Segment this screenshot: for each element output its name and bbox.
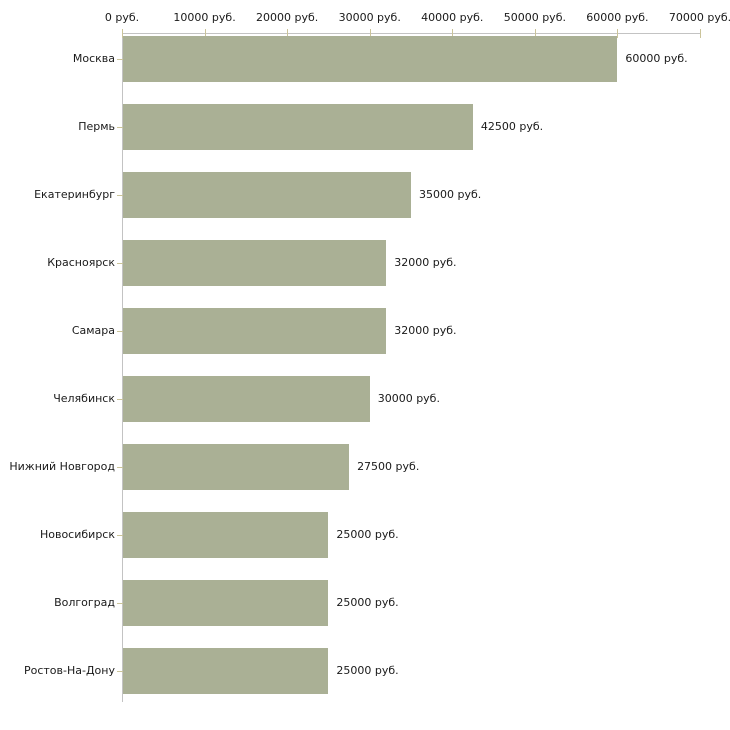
bar <box>123 36 618 82</box>
category-label: Нижний Новгород <box>9 460 115 473</box>
bar-value-label: 35000 руб. <box>419 188 482 201</box>
y-axis-tick <box>117 263 123 264</box>
category-label: Пермь <box>78 120 115 133</box>
bar-value-label: 30000 руб. <box>377 392 440 405</box>
bar-value-label: 42500 руб. <box>480 120 544 133</box>
x-axis-tick-label: 60000 руб. <box>586 11 649 24</box>
y-axis-line <box>122 33 123 702</box>
bar <box>123 648 329 694</box>
x-axis-tick-label: 0 руб. <box>104 11 140 24</box>
y-axis-tick <box>117 603 123 604</box>
x-axis-tick <box>617 29 619 38</box>
bar <box>123 512 329 558</box>
bar <box>123 580 329 626</box>
y-axis-tick <box>117 399 123 400</box>
category-label: Челябинск <box>53 392 115 405</box>
y-axis-tick <box>117 535 123 536</box>
x-axis-tick-label: 50000 руб. <box>503 11 566 24</box>
x-axis-tick <box>122 29 123 38</box>
category-label: Ростов-На-Дону <box>23 664 115 677</box>
category-label: Волгоград <box>54 596 115 609</box>
category-label: Москва <box>72 52 115 65</box>
x-axis-tick-label: 20000 руб. <box>256 11 319 24</box>
x-axis-tick-label: 30000 руб. <box>338 11 401 24</box>
bar <box>123 444 350 490</box>
y-axis-tick <box>117 467 123 468</box>
x-axis-tick <box>700 29 701 38</box>
x-axis-line <box>122 33 701 34</box>
category-label: Самара <box>71 324 115 337</box>
bar-value-label: 27500 руб. <box>357 460 420 473</box>
x-axis-tick <box>369 29 371 38</box>
x-axis-tick-label: 40000 руб. <box>421 11 484 24</box>
y-axis-tick <box>117 671 123 672</box>
y-axis-tick <box>117 127 123 128</box>
x-axis-tick-label: 10000 руб. <box>173 11 236 24</box>
bar <box>123 172 411 218</box>
bar-value-label: 25000 руб. <box>336 596 399 609</box>
bar-value-label: 60000 руб. <box>625 52 688 65</box>
bar-value-label: 32000 руб. <box>394 256 457 269</box>
category-label: Красноярск <box>47 256 115 269</box>
bar-value-label: 25000 руб. <box>336 664 399 677</box>
category-label: Екатеринбург <box>34 188 115 201</box>
bar-value-label: 25000 руб. <box>336 528 399 541</box>
bar <box>123 308 387 354</box>
x-axis-tick <box>287 29 289 38</box>
bar-value-label: 32000 руб. <box>394 324 457 337</box>
x-axis-tick <box>452 29 454 38</box>
x-axis-tick-label: 70000 руб. <box>668 11 730 24</box>
bar <box>123 376 370 422</box>
bar <box>123 104 473 150</box>
x-axis-tick <box>534 29 536 38</box>
y-axis-tick <box>117 195 123 196</box>
category-label: Новосибирск <box>39 528 115 541</box>
y-axis-tick <box>117 59 123 60</box>
bar <box>123 240 387 286</box>
y-axis-tick <box>117 331 123 332</box>
x-axis-tick <box>204 29 206 38</box>
